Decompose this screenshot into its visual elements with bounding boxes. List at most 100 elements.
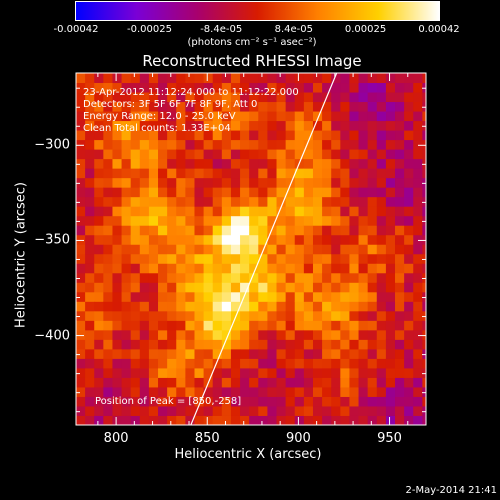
heatmap-cell xyxy=(349,358,360,369)
heatmap-cell xyxy=(148,139,159,150)
heatmap-cell xyxy=(76,92,86,103)
heatmap-cell xyxy=(148,130,159,141)
heatmap-cell xyxy=(258,120,268,131)
heatmap-cell xyxy=(312,358,323,369)
heatmap-cell xyxy=(395,272,405,283)
heatmap-cell xyxy=(240,339,250,350)
heatmap-cell xyxy=(395,291,405,302)
heatmap-cell xyxy=(230,92,241,103)
heatmap-cell xyxy=(230,101,241,112)
heatmap-cell xyxy=(176,215,186,226)
heatmap-cell xyxy=(203,206,214,217)
heatmap-cell xyxy=(340,396,350,407)
heatmap-cell xyxy=(340,168,350,179)
heatmap-cell xyxy=(249,253,259,264)
heatmap-cell xyxy=(340,367,350,378)
heatmap-cell xyxy=(340,73,350,84)
heatmap-cell xyxy=(212,396,223,407)
heatmap-cell xyxy=(340,291,350,302)
heatmap-cell xyxy=(158,206,168,217)
heatmap-cell xyxy=(422,168,426,179)
heatmap-cell xyxy=(176,310,186,321)
heatmap-cell xyxy=(267,158,278,169)
heatmap-cell xyxy=(285,282,296,293)
heatmap-cell xyxy=(240,358,250,369)
heatmap-cell xyxy=(158,158,168,169)
heatmap-cell xyxy=(285,139,296,150)
heatmap-cell xyxy=(258,386,268,397)
heatmap-cell xyxy=(112,301,123,312)
heatmap-cell xyxy=(121,291,132,302)
heatmap-cell xyxy=(176,263,186,274)
heatmap-cell xyxy=(267,386,278,397)
heatmap-cell xyxy=(230,367,241,378)
heatmap-cell xyxy=(112,234,123,245)
heatmap-cell xyxy=(331,101,341,112)
heatmap-cell xyxy=(312,282,323,293)
heatmap-cell xyxy=(367,168,378,179)
heatmap-cell xyxy=(221,282,232,293)
heatmap-cell xyxy=(185,301,195,312)
heatmap-cell xyxy=(285,244,296,255)
heatmap-cell xyxy=(85,196,95,207)
heatmap-cell xyxy=(249,310,259,321)
heatmap-cell xyxy=(212,415,223,425)
heatmap-cell xyxy=(376,82,387,93)
heatmap-cell xyxy=(267,329,278,340)
heatmap-cell xyxy=(240,111,250,122)
heatmap-cell xyxy=(185,111,195,122)
heatmap-cell xyxy=(294,415,305,425)
heatmap-cell xyxy=(103,82,113,93)
heatmap-cell xyxy=(358,301,369,312)
heatmap-cell xyxy=(139,301,150,312)
heatmap-cell xyxy=(240,101,250,112)
heatmap-cell xyxy=(230,329,241,340)
heatmap-cell xyxy=(294,168,305,179)
heatmap-cell xyxy=(240,310,250,321)
heatmap-cell xyxy=(221,396,232,407)
heatmap-cell xyxy=(303,263,314,274)
heatmap-cell xyxy=(294,120,305,131)
heatmap-cell xyxy=(303,272,314,283)
heatmap-cell xyxy=(267,225,278,236)
heatmap-cell xyxy=(139,310,150,321)
heatmap-cell xyxy=(285,196,296,207)
heatmap-cell xyxy=(422,82,426,93)
chart-title: Reconstructed RHESSI Image xyxy=(142,52,362,70)
heatmap-cell xyxy=(221,348,232,359)
heatmap-cell xyxy=(158,367,168,378)
heatmap-cell xyxy=(340,206,350,217)
heatmap-cell xyxy=(303,225,314,236)
heatmap-cell xyxy=(148,253,159,264)
heatmap-cell xyxy=(276,377,287,388)
heatmap-cell xyxy=(230,386,241,397)
heatmap-cell xyxy=(276,139,287,150)
heatmap-cell xyxy=(194,130,205,141)
heatmap-cell xyxy=(158,339,168,350)
heatmap-cell xyxy=(194,111,205,122)
heatmap-cell xyxy=(85,396,95,407)
heatmap-cell xyxy=(194,329,205,340)
heatmap-cell xyxy=(121,329,132,340)
heatmap-cell xyxy=(176,415,186,425)
heatmap-cell xyxy=(395,206,405,217)
heatmap-cell xyxy=(85,358,95,369)
heatmap-cell xyxy=(148,111,159,122)
heatmap-cell xyxy=(303,339,314,350)
heatmap-cell xyxy=(112,196,123,207)
heatmap-cell xyxy=(303,244,314,255)
heatmap-cell xyxy=(167,377,177,388)
heatmap-cell xyxy=(258,396,268,407)
heatmap-cell xyxy=(322,291,332,302)
heatmap-cell xyxy=(112,386,123,397)
heatmap-cell xyxy=(395,386,405,397)
heatmap-cell xyxy=(249,215,259,226)
heatmap-cell xyxy=(276,367,287,378)
heatmap-cell xyxy=(340,377,350,388)
heatmap-cell xyxy=(85,215,95,226)
heatmap-cell xyxy=(121,244,132,255)
heatmap-cell xyxy=(221,139,232,150)
heatmap-cell xyxy=(404,405,414,416)
heatmap-cell xyxy=(221,101,232,112)
heatmap-cell xyxy=(139,348,150,359)
